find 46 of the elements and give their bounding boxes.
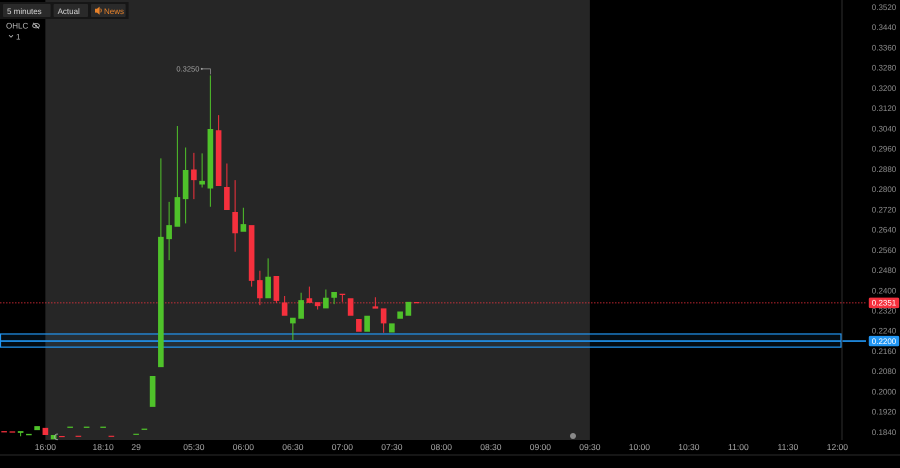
x-tick-label: 10:00 (628, 442, 650, 452)
y-tick-label: 0.2320 (872, 306, 897, 316)
x-tick-label: 16:00 (34, 442, 56, 452)
annotation: Actual (58, 6, 80, 16)
y-tick-label: 0.2640 (872, 226, 897, 235)
x-tick-label: 11:00 (728, 442, 749, 452)
y-tick-label: 0.3040 (872, 124, 897, 134)
y-tick-label: 0.1920 (872, 408, 897, 417)
y-tick-label: 0.2400 (872, 286, 897, 296)
y-tick-label: 0.3120 (872, 104, 897, 114)
y-tick-label: 0.3200 (872, 84, 897, 93)
y-tick-label: 0.2080 (872, 367, 897, 376)
ref-line-label: 0.2351 (872, 298, 897, 308)
y-tick-label: 0.2720 (872, 205, 897, 214)
annotation: OHLC (6, 22, 28, 30)
x-tick-label: 08:30 (480, 442, 502, 452)
y-tick-label: 0.2880 (872, 164, 897, 174)
y-tick-label: 0.2960 (872, 144, 897, 154)
y-tick-label: 0.3280 (872, 64, 897, 73)
x-tick-label: 10:30 (678, 442, 700, 452)
y-tick-label: 0.2800 (872, 185, 897, 194)
x-tick-label: 08:00 (430, 442, 452, 452)
x-tick-label: 12:00 (826, 442, 848, 452)
x-tick-label: 11:30 (778, 442, 798, 452)
ref-line-label: 0.2200 (872, 336, 897, 346)
annotation: 1 (16, 32, 21, 42)
y-tick-label: 0.2000 (872, 387, 897, 396)
annotation: News (104, 6, 124, 16)
y-tick-label: 0.2160 (872, 346, 897, 356)
x-tick-label: 05:30 (183, 442, 205, 452)
x-tick-label: 06:00 (232, 442, 254, 452)
y-tick-label: 0.2560 (872, 246, 897, 255)
y-tick-label: 0.2240 (872, 326, 897, 336)
y-tick-label: 0.2480 (872, 266, 897, 276)
y-tick-label: 0.1840 (872, 428, 897, 437)
y-tick-label: 0.3440 (872, 23, 897, 32)
y-tick-label: 0.3360 (872, 43, 897, 52)
x-tick-label: 09:30 (579, 442, 601, 452)
x-tick-label: 09:00 (530, 442, 552, 452)
x-tick-label: 07:00 (332, 442, 354, 452)
x-tick-label: 07:30 (381, 442, 403, 452)
x-tick-label: 29 (131, 442, 142, 452)
x-tick-label: 18:10 (92, 442, 114, 452)
text: 5 minutes (7, 6, 42, 16)
x-tick-label: 06:30 (282, 442, 304, 452)
y-tick-label: 0.3520 (872, 2, 897, 12)
